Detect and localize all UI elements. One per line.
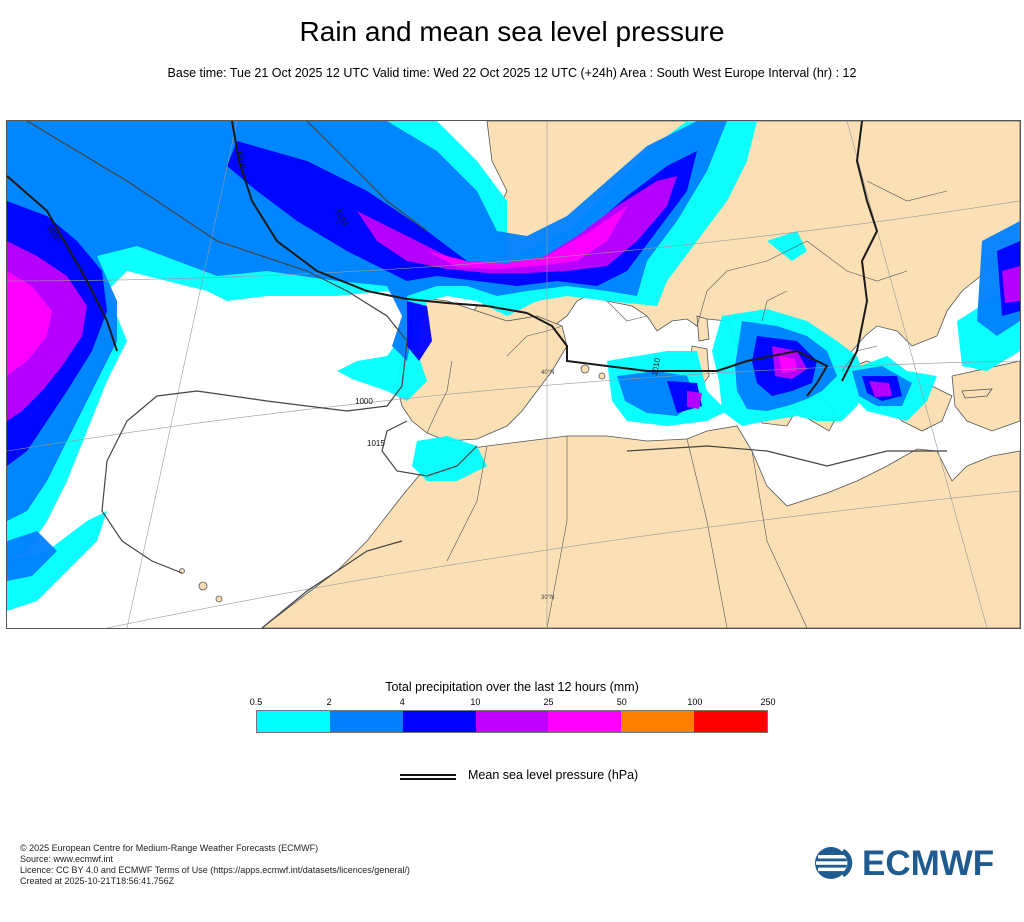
colorbar-segment-4 [548,711,622,732]
colorbar-tick-3: 10 [470,697,481,707]
legend-title: Total precipitation over the last 12 hou… [385,680,639,694]
colorbar-tick-7: 250 [760,697,776,707]
corsica-land [696,315,710,342]
colorbar-segment-5 [621,711,695,732]
weather-map[interactable]: 40°N 30°N 1010 1010 1010 1010 1000 1015 [6,120,1021,629]
colorbar-tick-0: 0.5 [249,697,263,707]
isobar-label-6: 1015 [367,439,385,448]
graticule-label-30n: 30°N [541,595,554,601]
isobar-east [841,121,879,382]
footer-source: Source: www.ecmwf.int [20,854,114,864]
chart-title: Rain and mean sea level pressure [299,16,725,47]
graticule [7,121,1020,628]
graticule-label-40n: 40°N [541,370,554,376]
precip-colorbar [256,710,768,733]
colorbar-tick-2: 4 [399,697,405,707]
pressure-legend: Mean sea level pressure (hPa) [400,766,700,786]
ecmwf-logo-text: ECMWF [862,844,995,883]
colorbar-segment-3 [475,711,549,732]
ecmwf-logo-icon [815,847,853,879]
isobar-1010-med [697,349,829,397]
colorbar-segment-1 [329,711,403,732]
colorbar-segment-0 [257,711,330,732]
footer-credits: © 2025 European Centre for Medium-Range … [20,843,410,887]
footer-created: Created at 2025-10-21T18:56:41.756Z [20,876,175,886]
footer-licence: Licence: CC BY 4.0 and ECMWF Terms of Us… [20,865,410,875]
isobar-label-5: 1000 [355,397,373,406]
colorbar-tick-4: 25 [543,697,554,707]
isobar-label-4: 1010 [650,357,662,377]
isobars-thin [26,121,947,628]
pressure-legend-label: Mean sea level pressure (hPa) [468,768,639,782]
isobar-1015 [381,420,478,477]
isobar-1010-west [7,175,118,352]
isobar-1010-south [526,312,697,372]
ecmwf-logo: ECMWF [814,844,1006,883]
isobars [7,121,879,397]
colorbar-tick-1: 2 [326,697,332,707]
colorbar-tick-5: 50 [616,697,627,707]
chart-subtitle: Base time: Tue 21 Oct 2025 12 UTC Valid … [167,66,857,80]
isobar-label-1: 1010 [235,150,247,170]
isobar-1000 [26,121,408,574]
colorbar-segment-6 [694,711,768,732]
isobar-legend-line [400,774,456,780]
colorbar-segment-2 [402,711,476,732]
footer-copyright: © 2025 European Centre for Medium-Range … [20,843,319,853]
colorbar-tick-6: 100 [687,697,703,707]
isobar-1010-north [231,121,528,314]
